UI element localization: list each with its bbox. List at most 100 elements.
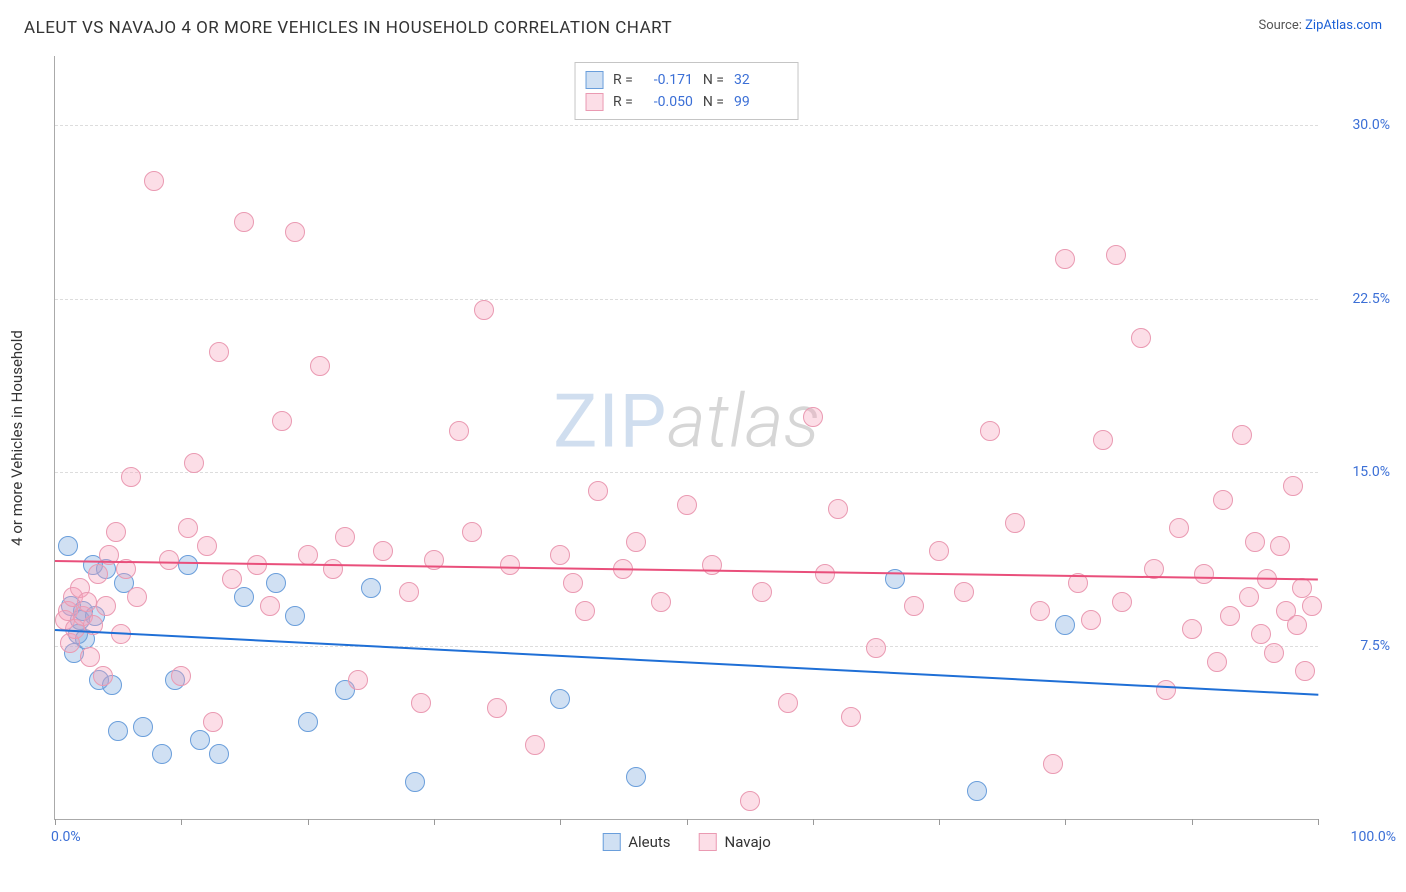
data-point: [405, 772, 425, 792]
data-point: [298, 545, 318, 565]
data-point: [1156, 680, 1176, 700]
x-tick-mark: [939, 819, 940, 825]
x-tick-mark: [687, 819, 688, 825]
legend-swatch: [585, 71, 603, 89]
data-point: [1270, 536, 1290, 556]
data-point: [184, 453, 204, 473]
data-point: [171, 666, 191, 686]
data-point: [108, 721, 128, 741]
data-point: [209, 744, 229, 764]
data-point: [1220, 606, 1240, 626]
data-point: [77, 592, 97, 612]
data-point: [626, 532, 646, 552]
legend-row: R =-0.050N =99: [585, 91, 784, 113]
y-tick-label: 22.5%: [1330, 291, 1390, 307]
data-point: [1232, 425, 1252, 445]
x-tick-mark: [560, 819, 561, 825]
data-point: [828, 499, 848, 519]
data-point: [234, 212, 254, 232]
data-point: [310, 356, 330, 376]
x-tick-mark: [1065, 819, 1066, 825]
data-point: [1287, 615, 1307, 635]
legend-item: Aleuts: [602, 833, 670, 851]
data-point: [954, 582, 974, 602]
legend-label: Aleuts: [628, 833, 670, 851]
data-point: [1093, 430, 1113, 450]
data-point: [285, 222, 305, 242]
data-point: [500, 555, 520, 575]
data-point: [1251, 624, 1271, 644]
x-tick-mark: [1192, 819, 1193, 825]
data-point: [1302, 596, 1322, 616]
data-point: [323, 559, 343, 579]
data-point: [967, 781, 987, 801]
data-point: [106, 522, 126, 542]
data-point: [266, 573, 286, 593]
legend-row: R =-0.171N =32: [585, 69, 784, 91]
data-point: [197, 536, 217, 556]
correlation-legend: R =-0.171N =32R =-0.050N =99: [574, 62, 799, 120]
data-point: [449, 421, 469, 441]
legend-item: Navajo: [699, 833, 771, 851]
data-point: [841, 707, 861, 727]
data-point: [1292, 578, 1312, 598]
source-link[interactable]: ZipAtlas.com: [1305, 18, 1382, 33]
data-point: [58, 536, 78, 556]
data-point: [651, 592, 671, 612]
gridline: [55, 646, 1318, 647]
data-point: [1112, 592, 1132, 612]
data-point: [1030, 601, 1050, 621]
chart-title: ALEUT VS NAVAJO 4 OR MORE VEHICLES IN HO…: [24, 18, 672, 38]
data-point: [803, 407, 823, 427]
data-point: [474, 300, 494, 320]
data-point: [462, 522, 482, 542]
data-point: [178, 518, 198, 538]
data-point: [373, 541, 393, 561]
data-point: [222, 569, 242, 589]
data-point: [285, 606, 305, 626]
data-point: [209, 342, 229, 362]
trendline: [55, 560, 1318, 580]
data-point: [93, 666, 113, 686]
data-point: [1055, 615, 1075, 635]
data-point: [127, 587, 147, 607]
data-point: [298, 712, 318, 732]
data-point: [1283, 476, 1303, 496]
data-point: [144, 171, 164, 191]
data-point: [1055, 249, 1075, 269]
data-point: [190, 730, 210, 750]
data-point: [677, 495, 697, 515]
gridline: [55, 299, 1318, 300]
trendline: [55, 629, 1318, 696]
data-point: [1182, 619, 1202, 639]
data-point: [626, 767, 646, 787]
data-point: [980, 421, 1000, 441]
data-point: [1194, 564, 1214, 584]
gridline: [55, 472, 1318, 473]
data-point: [1106, 245, 1126, 265]
data-point: [815, 564, 835, 584]
data-point: [740, 791, 760, 811]
data-point: [88, 564, 108, 584]
data-point: [159, 550, 179, 570]
data-point: [1295, 661, 1315, 681]
legend-swatch: [602, 833, 620, 851]
x-tick-mark: [813, 819, 814, 825]
data-point: [550, 689, 570, 709]
plot-area: ZIPatlas 4 or more Vehicles in Household…: [54, 56, 1318, 820]
data-point: [588, 481, 608, 501]
data-point: [335, 527, 355, 547]
data-point: [203, 712, 223, 732]
watermark: ZIPatlas: [553, 379, 820, 466]
legend-swatch: [585, 93, 603, 111]
x-tick-mark: [434, 819, 435, 825]
scatter-chart: ZIPatlas 4 or more Vehicles in Household…: [54, 56, 1318, 820]
data-point: [399, 582, 419, 602]
data-point: [121, 467, 141, 487]
data-point: [1207, 652, 1227, 672]
data-point: [929, 541, 949, 561]
data-point: [1081, 610, 1101, 630]
data-point: [1169, 518, 1189, 538]
data-point: [563, 573, 583, 593]
data-point: [525, 735, 545, 755]
